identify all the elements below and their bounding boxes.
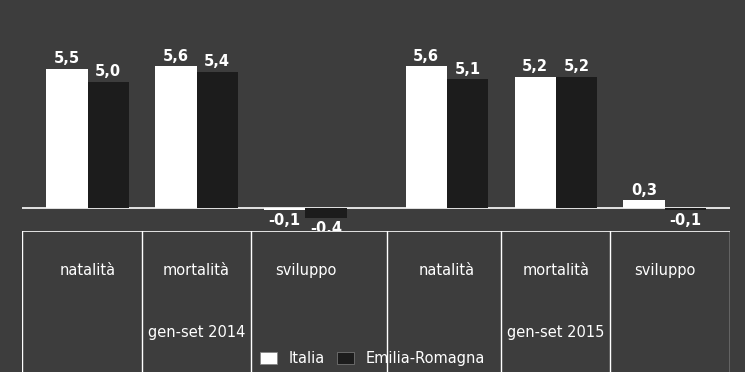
Legend: Italia, Emilia-Romagna: Italia, Emilia-Romagna — [254, 346, 491, 372]
Bar — [264, 208, 305, 211]
Text: 5,6: 5,6 — [413, 49, 440, 64]
Text: 5,6: 5,6 — [163, 49, 189, 64]
Text: 5,5: 5,5 — [54, 51, 80, 67]
Bar — [665, 208, 706, 211]
Text: mortalità: mortalità — [163, 263, 230, 278]
Text: sviluppo: sviluppo — [634, 263, 695, 278]
Text: 5,4: 5,4 — [204, 54, 230, 69]
Bar — [556, 77, 597, 208]
Text: sviluppo: sviluppo — [275, 263, 336, 278]
Text: gen-set 2014: gen-set 2014 — [148, 325, 245, 340]
Bar — [197, 71, 238, 208]
Text: natalità: natalità — [60, 263, 115, 278]
Text: natalità: natalità — [419, 263, 475, 278]
Text: -0,1: -0,1 — [269, 213, 301, 228]
Text: -0,1: -0,1 — [670, 213, 702, 228]
Text: 5,2: 5,2 — [522, 59, 548, 74]
Bar — [88, 81, 129, 208]
Bar — [46, 69, 88, 208]
Bar — [305, 208, 347, 218]
Text: -0,4: -0,4 — [310, 221, 342, 235]
Bar — [515, 77, 556, 208]
Text: 5,0: 5,0 — [95, 64, 121, 79]
Text: 5,2: 5,2 — [563, 59, 589, 74]
Bar — [405, 67, 447, 208]
Text: 0,3: 0,3 — [631, 183, 657, 198]
Bar — [624, 201, 665, 208]
Text: 5,1: 5,1 — [454, 61, 481, 77]
Text: mortalità: mortalità — [522, 263, 589, 278]
Bar — [155, 67, 197, 208]
Bar — [447, 79, 489, 208]
Text: gen-set 2015: gen-set 2015 — [507, 325, 605, 340]
